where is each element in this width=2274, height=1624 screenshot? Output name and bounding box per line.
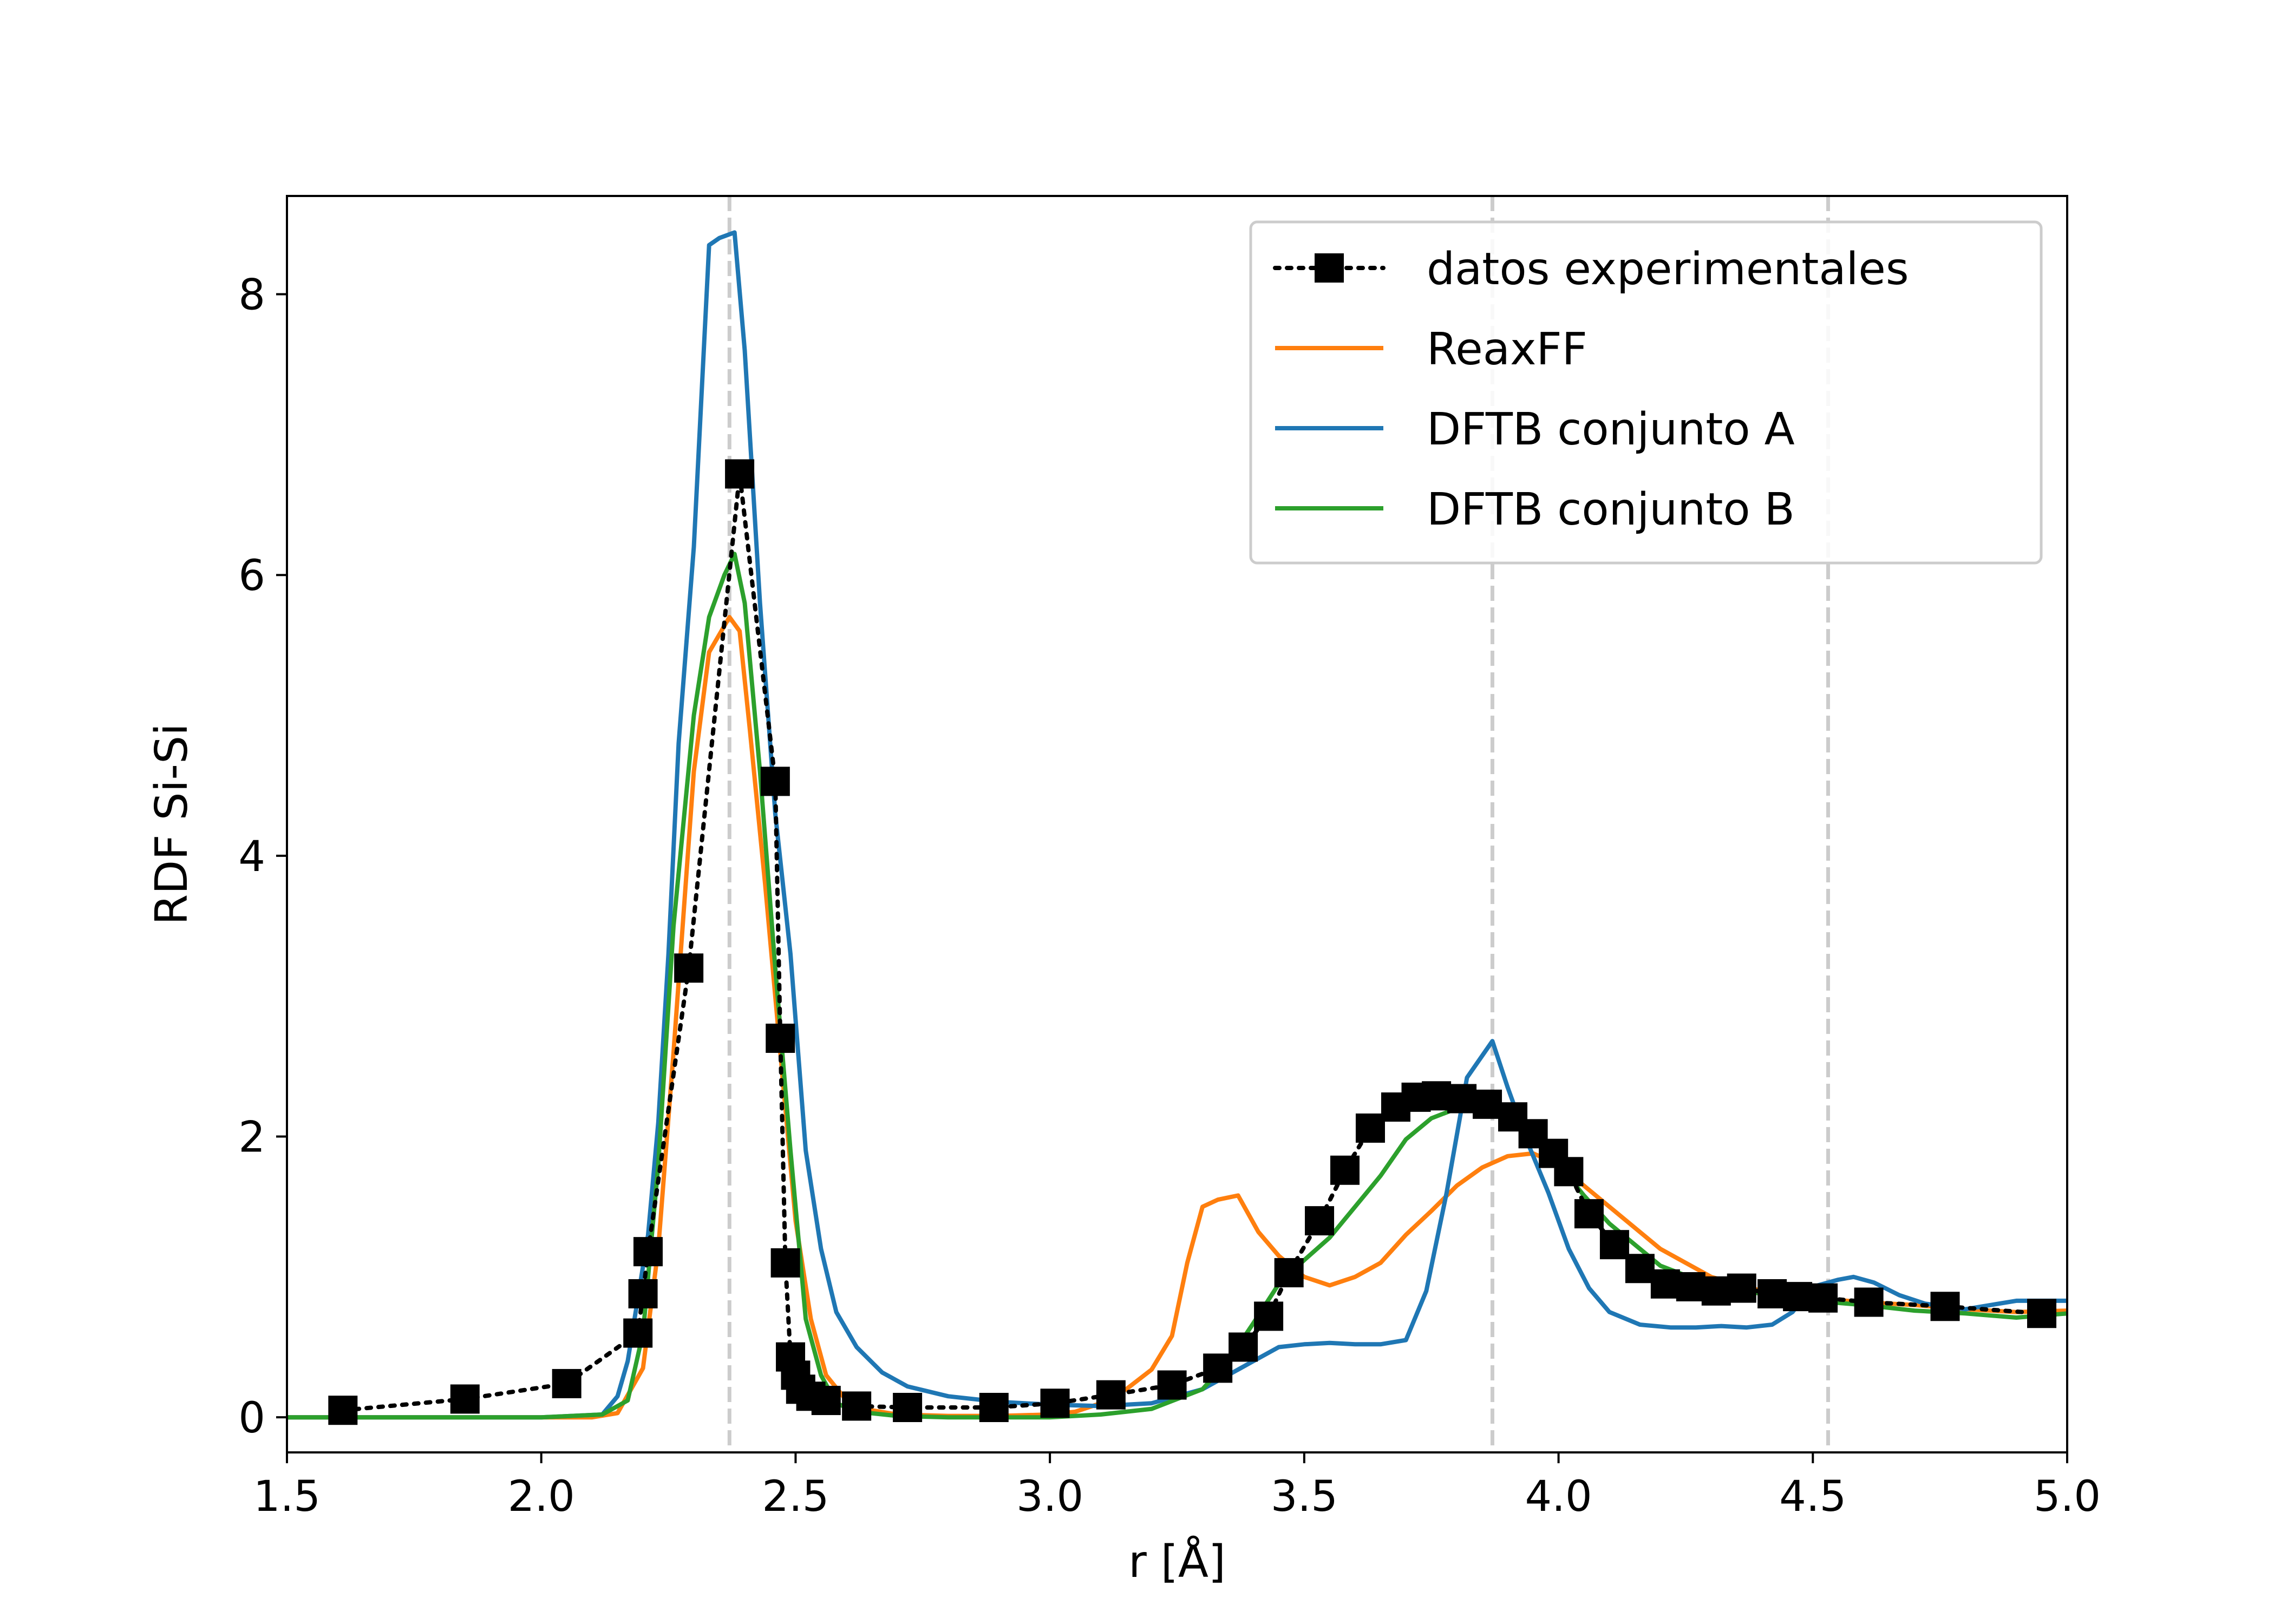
data-point: [1625, 1254, 1655, 1284]
data-point: [1274, 1258, 1304, 1288]
legend-label-0: datos experimentales: [1427, 244, 1909, 295]
data-point: [1757, 1279, 1787, 1308]
plot-frame: [286, 195, 2068, 1453]
y-tick-label: 8: [238, 271, 265, 320]
data-point: [1599, 1230, 1629, 1260]
legend-label-2: DFTB conjunto A: [1427, 404, 1795, 455]
data-point: [1554, 1157, 1584, 1187]
data-point: [811, 1386, 841, 1416]
data-point: [1676, 1272, 1706, 1301]
x-axis-label: r [Å]: [1128, 1536, 1226, 1588]
x-tick-label: 2.0: [508, 1472, 575, 1521]
data-point: [328, 1396, 358, 1425]
y-tick-label: 6: [238, 552, 265, 600]
legend: datos experimentales ReaxFF DFTB conjunto …: [1249, 220, 2043, 565]
x-tick-label: 1.5: [253, 1472, 321, 1521]
data-point: [1854, 1287, 1884, 1317]
data-point: [1650, 1269, 1680, 1299]
data-point: [1473, 1089, 1502, 1119]
data-point: [1040, 1389, 1070, 1418]
data-point: [1574, 1199, 1604, 1229]
y-axis-label: RDF Si-Si: [146, 723, 198, 925]
data-point: [1701, 1276, 1731, 1306]
data-point: [979, 1393, 1009, 1423]
data-point: [674, 953, 704, 983]
data-point: [760, 767, 790, 796]
data-point: [2027, 1299, 2057, 1328]
y-tick-label: 2: [238, 1114, 265, 1162]
x-tick-label: 5.0: [2034, 1472, 2101, 1521]
data-point: [1254, 1301, 1284, 1331]
data-point: [1930, 1292, 1960, 1321]
data-point: [842, 1391, 872, 1421]
x-tick-label: 4.5: [1779, 1472, 1846, 1521]
x-tick-label: 2.5: [762, 1472, 829, 1521]
data-point: [1727, 1273, 1756, 1303]
data-point: [725, 459, 755, 489]
data-point: [450, 1384, 480, 1414]
data-point: [628, 1279, 658, 1308]
legend-label-1: ReaxFF: [1427, 324, 1587, 375]
data-point: [1096, 1380, 1126, 1410]
series-layer: [287, 230, 2067, 1425]
data-point: [893, 1393, 923, 1423]
y-tick-label: 4: [238, 833, 265, 881]
data-point: [1229, 1332, 1258, 1362]
x-tick-label: 4.0: [1525, 1472, 1592, 1521]
data-point: [1447, 1084, 1477, 1114]
data-point: [1330, 1155, 1360, 1185]
data-point: [633, 1237, 663, 1267]
data-point: [1157, 1370, 1187, 1400]
x-tick-label: 3.0: [1016, 1472, 1083, 1521]
data-point: [1783, 1282, 1813, 1312]
legend-marker: [1315, 253, 1344, 283]
legend-box: [1249, 220, 2043, 565]
data-point: [766, 1023, 795, 1053]
data-point: [1808, 1283, 1838, 1313]
data-point: [552, 1368, 581, 1398]
legend-label-3: DFTB conjunto B: [1427, 484, 1795, 535]
data-point: [1355, 1113, 1385, 1143]
x-tick-label: 3.5: [1271, 1472, 1338, 1521]
data-point: [623, 1318, 653, 1348]
data-point: [1203, 1353, 1233, 1383]
x-axis: 1.5 2.0 2.5 3.0 3.5 4.0 4.5 5.0: [253, 1452, 2101, 1521]
data-point: [1422, 1081, 1452, 1111]
series-line-2: [287, 230, 2067, 1420]
y-axis: 0 2 4 6 8: [238, 271, 287, 1443]
data-point: [1305, 1206, 1335, 1236]
data-point: [770, 1248, 800, 1278]
y-tick-label: 0: [238, 1394, 265, 1443]
